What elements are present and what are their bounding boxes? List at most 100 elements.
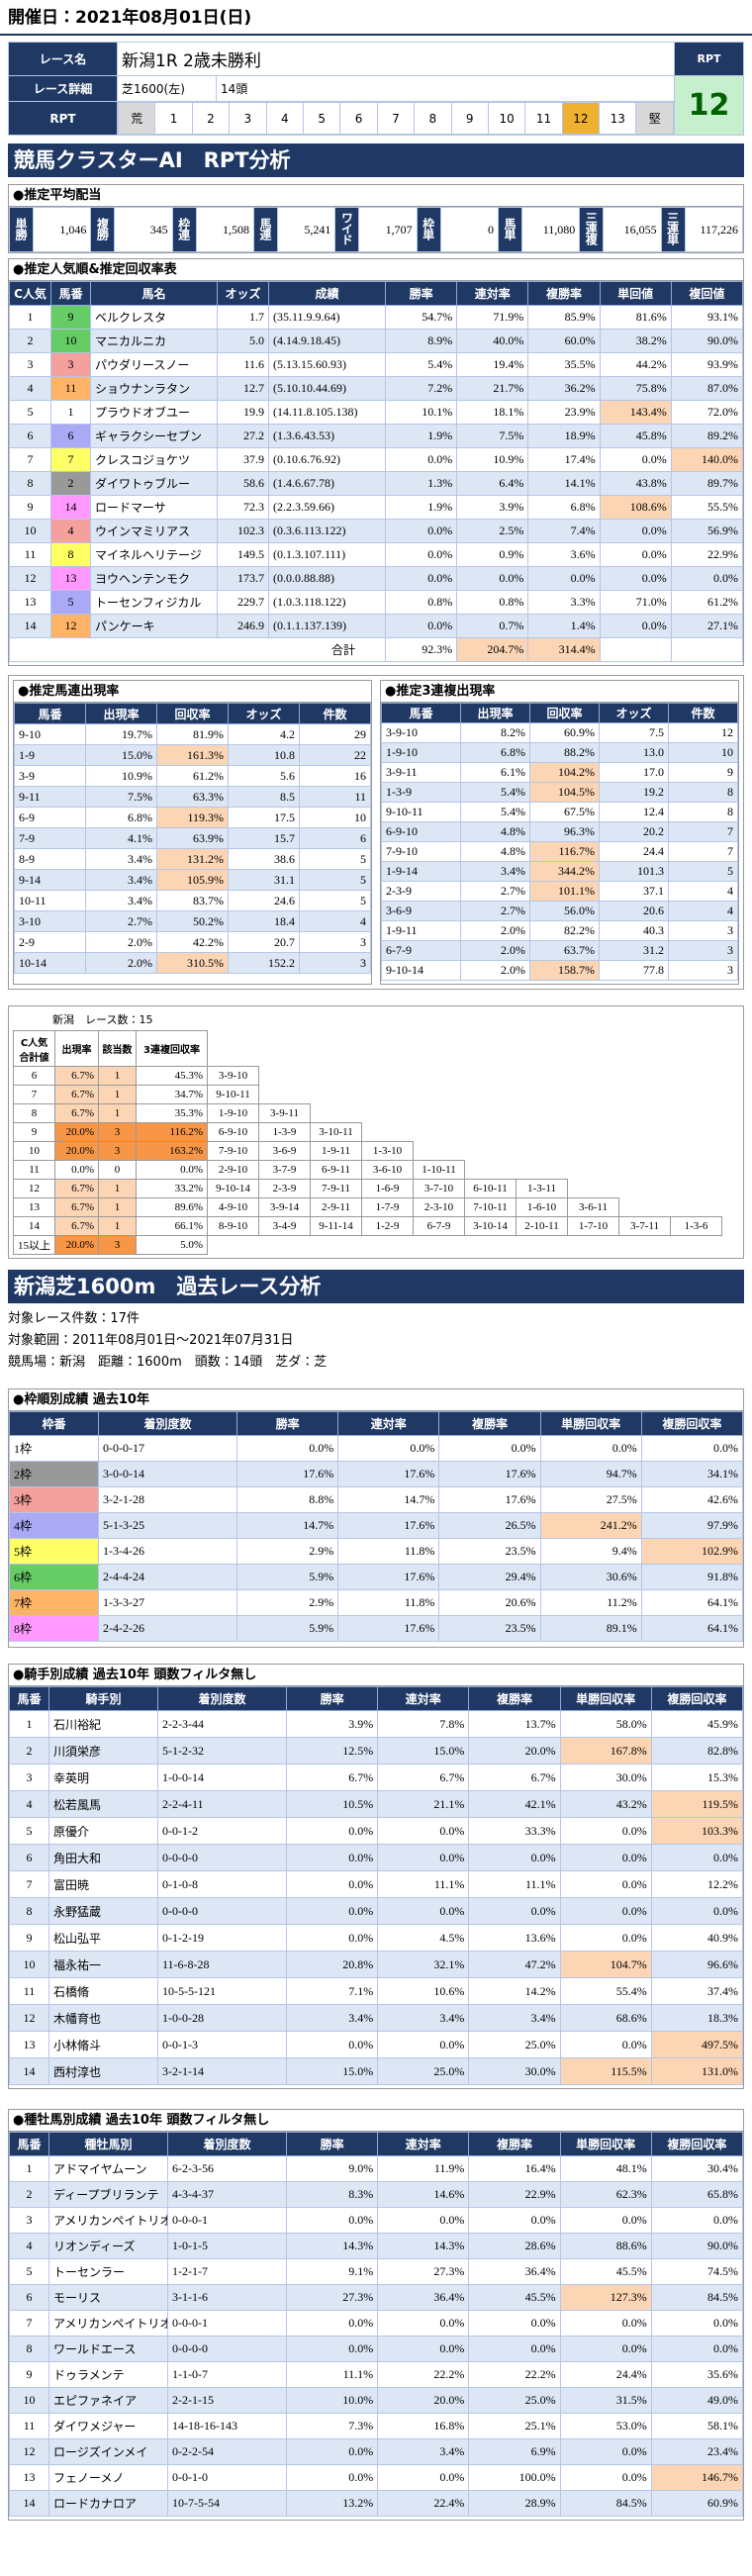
cell: 1 bbox=[98, 1179, 137, 1198]
data-row: 4 松若風馬 2-2-4-11 10.5% 21.1% 42.1% 43.2% 119.5% bbox=[9, 1790, 744, 1818]
cell: 石川裕紀 bbox=[48, 1710, 158, 1738]
cell: 81.6% bbox=[599, 305, 672, 330]
cell: 161.3% bbox=[156, 744, 229, 766]
column-header: 勝率 bbox=[285, 2132, 379, 2156]
cell: 0.0% bbox=[640, 1435, 744, 1462]
cell: 0.0% bbox=[285, 1817, 379, 1845]
cell: 56.9% bbox=[670, 519, 744, 543]
total-value: 204.7% bbox=[456, 637, 529, 662]
cell: 49.0% bbox=[650, 2387, 744, 2414]
past-banner: 新潟芝1600m 過去レース分析 bbox=[8, 1270, 744, 1303]
column-header: 馬番 bbox=[9, 1686, 49, 1711]
cell: 45.9% bbox=[650, 1710, 744, 1738]
cell: 20.2 bbox=[599, 821, 669, 842]
cell: 11-6-8-28 bbox=[157, 1951, 287, 1978]
cell: 3 bbox=[668, 920, 738, 941]
cell: 0.0% bbox=[285, 2336, 379, 2362]
cell: 20.0% bbox=[377, 2387, 470, 2414]
cell: 14 bbox=[9, 614, 51, 638]
total-value: 314.4% bbox=[527, 637, 601, 662]
cell: 6.9% bbox=[468, 2438, 561, 2465]
data-row: 11 8 マイネルヘリテージ 149.5 (0.1.3.107.111) 0.0% 0.9%… bbox=[9, 542, 744, 567]
column-header: 連対率 bbox=[377, 1686, 470, 1711]
cell: (14.11.8.105.138) bbox=[268, 400, 386, 425]
cell: 0.0% bbox=[559, 1897, 652, 1925]
cell: 16.4% bbox=[468, 2155, 561, 2182]
cell: 15.0% bbox=[85, 744, 157, 766]
combo: 6-9-11 bbox=[310, 1160, 362, 1180]
cell: 2 bbox=[50, 471, 91, 496]
cell: 149.5 bbox=[217, 542, 269, 567]
data-row: 3 3 パウダリースノー 11.6 (5.13.15.60.93) 5.4% 19.4% 35… bbox=[9, 352, 744, 377]
cell: 11 bbox=[9, 542, 51, 567]
data-row: 11 石橋脩 10-5-5-121 7.1% 10.6% 14.2% 55.4% 37.4% bbox=[9, 1977, 744, 2005]
cell: 45.5% bbox=[468, 2284, 561, 2311]
cell: 20.0% bbox=[468, 1737, 561, 1765]
column-header: 件数 bbox=[299, 703, 371, 724]
data-table: 馬番 騎手別 着別度数 勝率 連対率 複勝率 単勝回収率 複勝回収率 1 石川裕紀 2-2-3-44… bbox=[9, 1686, 744, 2085]
cell: 13.7% bbox=[468, 1710, 561, 1738]
data-row: 3アメリカンペイトリオット0-0-0-10.0%0.0%0.0%0.0%0.0% bbox=[9, 2207, 744, 2234]
cell: 28.9% bbox=[468, 2490, 561, 2517]
cell: 3-0-0-14 bbox=[98, 1461, 237, 1487]
cell: 13.2% bbox=[285, 2490, 379, 2517]
payout-value: 1,707 bbox=[358, 207, 418, 252]
cell: 11.1% bbox=[468, 1870, 561, 1898]
data-row: 1 アドマイヤムーン 6-2-3-56 9.0% 11.9% 16.4% 48.1% 30.4… bbox=[9, 2155, 744, 2182]
cell: 11 bbox=[13, 1160, 55, 1180]
cell: 18.3% bbox=[650, 2004, 744, 2032]
cell: 10.9% bbox=[456, 447, 529, 472]
sum-caption: 新潟 レース数：15 bbox=[52, 1013, 153, 1026]
cell: 71.0% bbox=[599, 590, 672, 615]
cell: 27.3% bbox=[285, 2284, 379, 2311]
rpt-cell: 1 bbox=[154, 102, 193, 135]
cell: 33.3% bbox=[468, 1817, 561, 1845]
cell: 103.3% bbox=[650, 1817, 744, 1845]
column-header: 複勝率 bbox=[468, 1686, 561, 1711]
column-header: C人気 bbox=[9, 281, 51, 306]
cell: 6 bbox=[9, 424, 51, 448]
payout-label: ワイド bbox=[334, 207, 360, 252]
cell: 6.7% bbox=[54, 1179, 99, 1198]
cell: 4 bbox=[668, 881, 738, 902]
data-row: 8 ワールドエース 0-0-0-0 0.0% 0.0% 0.0% 0.0% 0.0% bbox=[9, 2336, 744, 2362]
section-title: ●枠順別成績 過去10年 bbox=[9, 1389, 743, 1411]
cell: 31.1 bbox=[228, 869, 300, 891]
total-value: 92.3% bbox=[384, 637, 458, 662]
cell: 33.2% bbox=[136, 1179, 208, 1198]
cell: 18.4 bbox=[228, 910, 300, 932]
cell: 5枠 bbox=[9, 1538, 99, 1565]
cell: トーセンラー bbox=[48, 2258, 168, 2285]
cell: 37.4% bbox=[650, 1977, 744, 2005]
cell: 27.2 bbox=[217, 424, 269, 448]
cell: 8 bbox=[50, 542, 91, 567]
column-header: 馬番 bbox=[50, 281, 91, 306]
cell: 3枠 bbox=[9, 1486, 99, 1513]
cell: 0.0% bbox=[527, 566, 601, 591]
label: レース詳細 bbox=[8, 75, 118, 102]
cell: 0.0% bbox=[285, 2207, 379, 2234]
cell: 131.0% bbox=[650, 2057, 744, 2085]
cell: 原優介 bbox=[48, 1817, 158, 1845]
cell: 11 bbox=[9, 1977, 49, 2005]
cell: 25.0% bbox=[377, 2057, 470, 2085]
combo: 3-10-11 bbox=[310, 1122, 362, 1142]
combo: 3-6-11 bbox=[567, 1197, 619, 1217]
column-header: 出現率 bbox=[85, 703, 157, 724]
cell: 0.0% bbox=[377, 2310, 470, 2337]
cell: 17.6% bbox=[235, 1461, 339, 1487]
cell: (0.1.1.137.139) bbox=[268, 614, 386, 638]
data-row: 11 ダイワメジャー 14-18-16-143 7.3% 16.8% 25.1% 53.0%… bbox=[9, 2413, 744, 2439]
cell: 115.5% bbox=[559, 2057, 652, 2085]
header-row: 馬番 出現率 回収率 オッズ 件数 bbox=[381, 703, 738, 723]
cell: 3 bbox=[98, 1141, 137, 1161]
cell: ベルクレスタ bbox=[90, 305, 218, 330]
cell: 2.9% bbox=[235, 1538, 339, 1565]
cell: 14.3% bbox=[285, 2233, 379, 2259]
cell: 5.0 bbox=[217, 329, 269, 353]
cell: 14 bbox=[50, 495, 91, 520]
cell: 幸英明 bbox=[48, 1764, 158, 1791]
cell: 6.7% bbox=[54, 1216, 99, 1236]
data-row: 9-10-14 2.0% 158.7% 77.8 3 bbox=[381, 960, 738, 981]
rpt-cell: 2 bbox=[191, 102, 231, 135]
